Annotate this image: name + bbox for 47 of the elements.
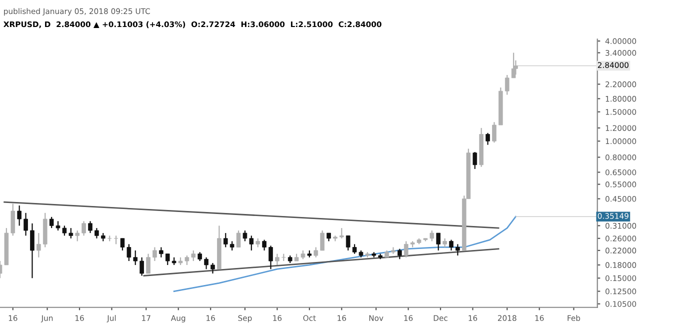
candlestick bbox=[36, 232, 41, 258]
candlestick bbox=[449, 239, 454, 252]
candlestick bbox=[430, 230, 434, 242]
candlestick bbox=[456, 244, 460, 256]
candlestick bbox=[404, 240, 408, 258]
candlestick bbox=[49, 216, 54, 229]
candlestick bbox=[204, 256, 208, 270]
candlestick bbox=[340, 228, 344, 239]
candlestick bbox=[68, 228, 74, 239]
candlestick bbox=[133, 250, 138, 266]
candlestick bbox=[504, 74, 510, 96]
candlestick bbox=[24, 212, 28, 236]
candlestick bbox=[511, 52, 516, 78]
candlestick bbox=[10, 203, 16, 236]
candlestick bbox=[472, 151, 478, 170]
candlestick bbox=[159, 246, 164, 258]
candlestick bbox=[436, 232, 441, 252]
candlestick bbox=[314, 246, 318, 258]
line-series bbox=[173, 216, 516, 292]
candlestick bbox=[249, 235, 254, 252]
candlestick bbox=[75, 230, 80, 242]
candlestick bbox=[346, 235, 350, 252]
candlestick bbox=[223, 232, 228, 248]
candlestick bbox=[30, 222, 34, 279]
candlestick bbox=[398, 248, 402, 260]
candlestick bbox=[486, 132, 490, 146]
candlestick bbox=[126, 244, 132, 262]
candlestick bbox=[94, 228, 99, 239]
candlestick bbox=[140, 256, 144, 276]
candlestick bbox=[492, 122, 496, 144]
candlestick bbox=[191, 250, 196, 262]
candlestick bbox=[268, 245, 273, 270]
candlestick bbox=[262, 239, 266, 252]
candlestick bbox=[236, 230, 241, 248]
candlestick bbox=[120, 238, 125, 252]
candlestick bbox=[17, 204, 22, 226]
candlestick bbox=[165, 253, 170, 266]
candlestick bbox=[320, 230, 324, 252]
candlestick bbox=[146, 253, 150, 274]
candlestick bbox=[152, 246, 157, 262]
candlestick bbox=[82, 220, 86, 236]
candlestick bbox=[210, 262, 215, 274]
candlestick bbox=[230, 240, 234, 252]
candlestick bbox=[242, 230, 248, 242]
candlestick bbox=[391, 246, 396, 254]
candlestick bbox=[88, 220, 92, 234]
candlestick bbox=[275, 253, 280, 266]
